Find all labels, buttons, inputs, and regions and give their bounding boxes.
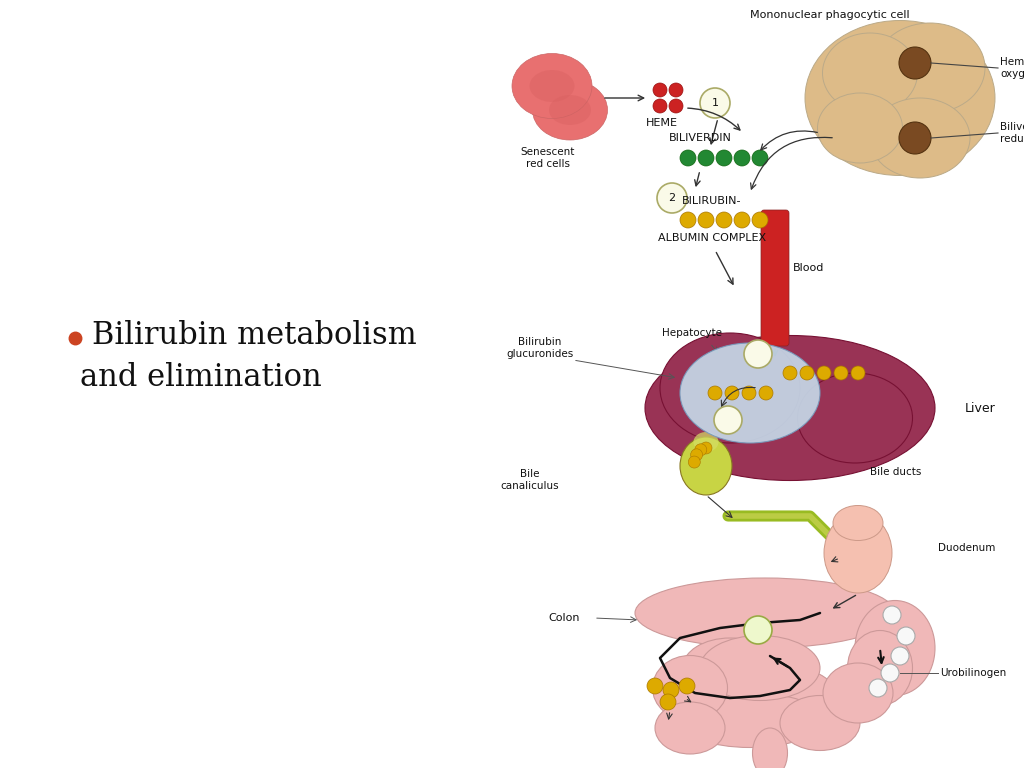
Ellipse shape — [823, 663, 893, 723]
Text: Heme
oxygenase: Heme oxygenase — [1000, 57, 1024, 79]
Circle shape — [883, 606, 901, 624]
Text: HEME: HEME — [646, 118, 678, 128]
Circle shape — [694, 444, 707, 455]
Ellipse shape — [678, 693, 822, 747]
Text: Liver: Liver — [965, 402, 995, 415]
Circle shape — [657, 183, 687, 213]
Ellipse shape — [705, 664, 835, 722]
Circle shape — [734, 150, 750, 166]
Ellipse shape — [655, 702, 725, 754]
Circle shape — [734, 212, 750, 228]
Text: Urobilinogen: Urobilinogen — [940, 668, 1007, 678]
Circle shape — [663, 682, 679, 698]
Text: 5: 5 — [755, 625, 762, 635]
Text: BILIVERDIN: BILIVERDIN — [669, 133, 731, 143]
Circle shape — [899, 47, 931, 79]
Text: and elimination: and elimination — [80, 362, 322, 393]
Circle shape — [690, 449, 702, 461]
Ellipse shape — [833, 505, 883, 541]
Text: Bilirubin metabolism: Bilirubin metabolism — [92, 319, 417, 350]
Text: Duodenum: Duodenum — [938, 543, 995, 553]
Circle shape — [869, 679, 887, 697]
Circle shape — [698, 212, 714, 228]
Ellipse shape — [874, 23, 985, 113]
Ellipse shape — [532, 80, 607, 140]
Circle shape — [679, 678, 695, 694]
Ellipse shape — [693, 432, 719, 452]
Circle shape — [680, 212, 696, 228]
Circle shape — [881, 664, 899, 682]
Ellipse shape — [635, 578, 895, 648]
Circle shape — [647, 678, 663, 694]
Circle shape — [800, 366, 814, 380]
Text: 4: 4 — [724, 415, 731, 425]
Text: 2: 2 — [669, 193, 676, 203]
Circle shape — [891, 647, 909, 665]
Circle shape — [783, 366, 797, 380]
Circle shape — [817, 366, 831, 380]
Circle shape — [700, 88, 730, 118]
Circle shape — [851, 366, 865, 380]
Circle shape — [725, 386, 739, 400]
Circle shape — [708, 386, 722, 400]
FancyBboxPatch shape — [761, 210, 790, 346]
Text: 1: 1 — [712, 98, 719, 108]
Circle shape — [700, 442, 712, 454]
Ellipse shape — [645, 336, 935, 481]
Circle shape — [714, 406, 742, 434]
Ellipse shape — [753, 728, 787, 768]
Circle shape — [744, 616, 772, 644]
Circle shape — [752, 212, 768, 228]
Ellipse shape — [529, 70, 574, 102]
Ellipse shape — [817, 93, 902, 163]
Text: Mononuclear phagocytic cell: Mononuclear phagocytic cell — [751, 10, 909, 20]
Circle shape — [660, 694, 676, 710]
Circle shape — [653, 83, 667, 97]
Text: Bile
canaliculus: Bile canaliculus — [501, 469, 559, 491]
Circle shape — [744, 340, 772, 368]
Ellipse shape — [680, 343, 820, 443]
Ellipse shape — [870, 98, 970, 178]
Text: Bilirubin
glucuronides: Bilirubin glucuronides — [507, 337, 573, 359]
Ellipse shape — [549, 95, 591, 125]
Circle shape — [897, 627, 915, 645]
Text: ALBUMIN COMPLEX: ALBUMIN COMPLEX — [658, 233, 766, 243]
Circle shape — [653, 99, 667, 113]
Circle shape — [669, 83, 683, 97]
Circle shape — [716, 150, 732, 166]
Circle shape — [716, 212, 732, 228]
Text: Blood: Blood — [793, 263, 824, 273]
Ellipse shape — [822, 33, 918, 113]
Ellipse shape — [805, 21, 995, 176]
Ellipse shape — [824, 513, 892, 593]
Text: Hepatocyte: Hepatocyte — [662, 328, 722, 338]
Circle shape — [742, 386, 756, 400]
Text: Bile ducts: Bile ducts — [870, 467, 922, 477]
Circle shape — [759, 386, 773, 400]
Text: Biliverdin
reductase: Biliverdin reductase — [1000, 122, 1024, 144]
Text: BILIRUBIN-: BILIRUBIN- — [682, 196, 741, 206]
Circle shape — [899, 122, 931, 154]
Ellipse shape — [680, 437, 732, 495]
Circle shape — [698, 150, 714, 166]
Text: Senescent
red cells: Senescent red cells — [521, 147, 575, 169]
Circle shape — [752, 150, 768, 166]
Circle shape — [834, 366, 848, 380]
Circle shape — [688, 456, 700, 468]
Ellipse shape — [798, 373, 912, 463]
Circle shape — [669, 99, 683, 113]
Circle shape — [680, 150, 696, 166]
Ellipse shape — [512, 54, 592, 118]
Ellipse shape — [652, 656, 727, 720]
Text: Colon: Colon — [548, 613, 580, 623]
Ellipse shape — [780, 696, 860, 750]
Ellipse shape — [660, 333, 800, 443]
Ellipse shape — [700, 635, 820, 700]
Ellipse shape — [855, 601, 935, 696]
Ellipse shape — [848, 631, 912, 706]
Ellipse shape — [683, 638, 777, 698]
Text: 3: 3 — [755, 349, 762, 359]
